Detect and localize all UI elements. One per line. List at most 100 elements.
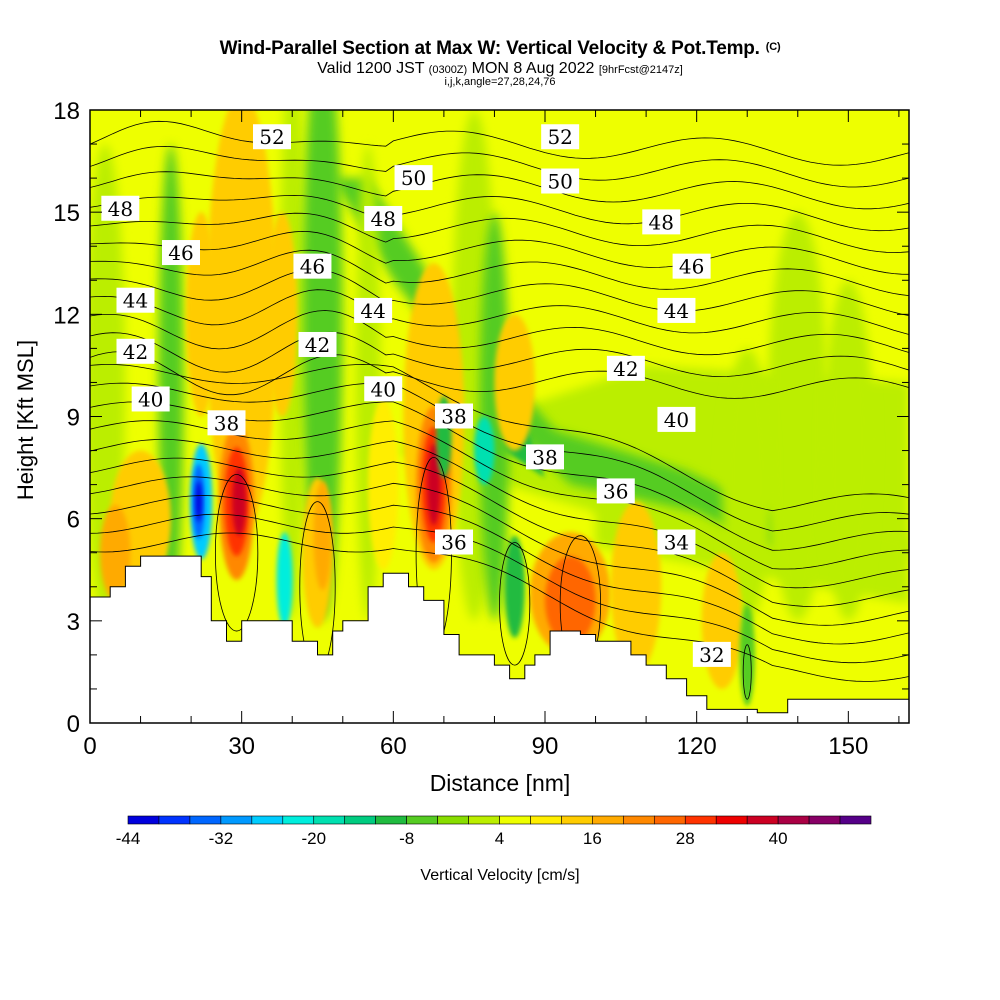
theta-label-text: 46: [300, 255, 325, 279]
field-blob: [232, 467, 247, 536]
theta-lobe: [742, 644, 752, 700]
theta-label-bg: [526, 444, 564, 470]
colorbar-tick-label: -8: [399, 829, 414, 848]
colorbar-swatch: [282, 815, 315, 825]
theta-label-38: 38: [526, 444, 564, 470]
field-blob: [427, 443, 441, 526]
theta-label-text: 50: [401, 166, 426, 190]
y-tick-label: 18: [53, 98, 80, 125]
colorbar-swatch: [839, 815, 872, 825]
x-tick-label: 30: [228, 733, 255, 760]
theta-lobe: [499, 542, 531, 666]
theta-label-text: 52: [547, 125, 572, 149]
theta-label-bg: [541, 124, 580, 150]
colorbar-swatch: [375, 815, 407, 825]
valid-time-line: Valid 1200 JST (0300Z) MON 8 Aug 2022 [9…: [317, 60, 683, 77]
theta-label-bg: [298, 331, 337, 357]
colorbar-tick-label: -20: [301, 829, 326, 848]
field-blob: [479, 212, 510, 621]
theta-label-48: 48: [101, 195, 140, 221]
theta-label-text: 50: [547, 170, 572, 194]
field-blob: [504, 535, 525, 638]
colorbar-tick-label: 28: [676, 829, 695, 848]
field-blob: [823, 280, 874, 621]
field-blob: [767, 212, 828, 621]
theta-label-50: 50: [541, 168, 580, 194]
theta-label-bg: [606, 355, 645, 381]
x-tick-label: 150: [828, 733, 868, 760]
colorbar: -44 -32 -20 -8 4 16 28 40: [116, 815, 872, 848]
colorbar-tick-label: -32: [209, 829, 234, 848]
theta-contour-48: [90, 230, 909, 275]
theta-label-text: 46: [168, 241, 193, 265]
terrain-mask: [90, 555, 909, 723]
x-tick-label: 90: [532, 733, 559, 760]
theta-contour-46: [90, 269, 909, 316]
theta-contour-44: [90, 310, 909, 356]
theta-label-bg: [657, 406, 696, 432]
theta-label-text: 32: [699, 643, 724, 667]
theta-label-38: 38: [435, 403, 473, 429]
theta-contour-33: [90, 513, 909, 664]
y-tick-label: 12: [53, 302, 80, 329]
y-tick-label: 3: [67, 609, 80, 636]
x-axis: 0 30 60 90 120 150: [83, 110, 900, 760]
theta-label-bg: [253, 124, 291, 150]
y-tick-label: 6: [67, 507, 80, 534]
theta-label-text: 38: [441, 405, 466, 429]
field-blob: [368, 399, 399, 570]
theta-label-36: 36: [596, 478, 635, 504]
theta-label-42: 42: [116, 338, 155, 364]
field-blob: [610, 501, 662, 672]
y-tick-label: 15: [53, 200, 80, 227]
field-blob: [266, 212, 298, 417]
colorbar-swatch: [653, 815, 686, 825]
field-blob: [722, 348, 773, 621]
grid-indices-line: i,j,k,angle=27,28,24,76: [444, 76, 556, 88]
theta-label-46: 46: [672, 253, 711, 279]
theta-label-42: 42: [298, 331, 337, 357]
y-axis-label: Height [Kft MSL]: [13, 340, 38, 500]
theta-label-32: 32: [692, 641, 731, 667]
colorbar-swatch: [561, 815, 593, 825]
theta-label-44: 44: [657, 297, 696, 323]
theta-contour-32: [90, 532, 909, 682]
x-tick-label: 120: [677, 733, 717, 760]
colorbar-swatch: [808, 815, 841, 825]
field-blob: [474, 416, 495, 485]
theta-label-46: 46: [293, 253, 332, 279]
theta-contour-49: [90, 212, 909, 253]
theta-contour-52: [90, 145, 909, 188]
x-tick-label: 0: [83, 733, 96, 760]
theta-contour-34: [90, 495, 909, 645]
theta-label-bg: [116, 338, 155, 364]
colorbar-swatch: [189, 815, 222, 825]
colorbar-swatch: [592, 815, 624, 825]
theta-label-bg: [131, 386, 170, 412]
theta-label-34: 34: [657, 529, 696, 555]
theta-label-text: 44: [360, 299, 385, 323]
theta-label-bg: [596, 478, 635, 504]
theta-label-bg: [541, 168, 580, 194]
theta-label-bg: [435, 403, 473, 429]
theta-label-text: 52: [259, 125, 284, 149]
colorbar-swatch: [468, 815, 500, 825]
colorbar-swatch: [127, 815, 160, 825]
theta-contour-35: [90, 476, 909, 626]
theta-label-text: 42: [123, 340, 148, 364]
theta-label-text: 38: [532, 445, 557, 469]
theta-contour-41: [90, 363, 909, 512]
x-axis-label: Distance [nm]: [430, 770, 571, 796]
colorbar-tick-label: -44: [116, 829, 141, 848]
colorbar-swatch: [220, 815, 253, 825]
colorbar-swatch: [530, 815, 562, 825]
colorbar-swatch: [499, 815, 531, 825]
theta-label-44: 44: [116, 287, 155, 313]
colorbar-swatch: [623, 815, 655, 825]
theta-label-bg: [207, 410, 246, 436]
colorbar-swatch: [158, 815, 191, 825]
theta-label-text: 34: [664, 531, 689, 555]
